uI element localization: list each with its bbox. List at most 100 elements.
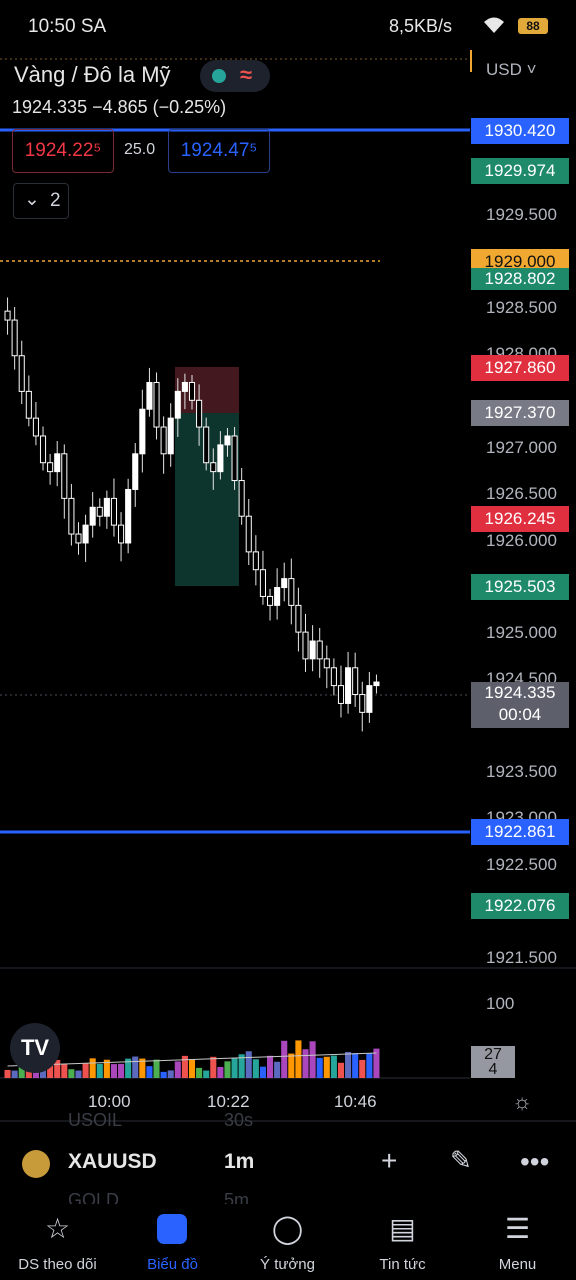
spread-value: 25.0 (124, 141, 156, 158)
settings-gear-icon[interactable]: ☼ (512, 1089, 533, 1114)
market-status-pill[interactable]: ≈ (200, 60, 270, 92)
volume-bar (288, 1053, 295, 1078)
candle-body (153, 381, 160, 428)
candle-body (266, 595, 274, 606)
volume-bar (330, 1055, 337, 1078)
candle-body (323, 658, 330, 669)
candle-body (82, 524, 89, 544)
volume-bar (160, 1071, 167, 1078)
volume-axis-label: 100 (486, 994, 515, 1013)
buy-button[interactable]: 1924.47⁵ (168, 129, 270, 173)
currency-label: USD (486, 60, 522, 79)
timeframe-selector[interactable]: 1m (224, 1150, 255, 1173)
more-icon[interactable]: ••• (520, 1146, 550, 1177)
candle-body (174, 390, 181, 419)
menu-icon: ☰ (504, 1213, 531, 1244)
price-tag: 1925.503 (471, 574, 569, 600)
wifi-icon (482, 15, 506, 40)
volume-ma-line (7, 1052, 377, 1067)
price-change: 1924.335 −4.865 (−0.25%) (12, 97, 227, 117)
volume-bar (295, 1040, 302, 1078)
candle-body (196, 399, 203, 428)
volume-bar (110, 1064, 118, 1078)
candle-body (25, 390, 32, 419)
price-tag-upper-line[interactable]: 1930.420 (471, 118, 569, 144)
nav-watchlist[interactable]: ☆ DS theo dõi (0, 1204, 115, 1280)
candle-body (302, 631, 309, 660)
candle-body (125, 488, 132, 544)
volume-bar (11, 1070, 18, 1078)
currency-selector[interactable]: USD ˅ (486, 60, 537, 80)
axis-label: 1926.500 (486, 484, 557, 503)
price-tag: 1929.974 (471, 158, 569, 184)
nav-news[interactable]: ▤ Tin tức (345, 1204, 460, 1280)
volume-tag: 27 4 (471, 1046, 515, 1078)
volume-bar (231, 1058, 238, 1078)
nav-ideas[interactable]: ◯ Ý tưởng (230, 1204, 345, 1280)
volume-bar (75, 1070, 82, 1078)
nav-label: Tin tức (379, 1256, 426, 1273)
nav-label: Ý tưởng (260, 1256, 315, 1273)
volume-bar (316, 1057, 323, 1078)
current-price-tag: 1924.335 00:04 (471, 682, 569, 728)
time-label: 10:00 (88, 1092, 131, 1111)
candle-body (39, 435, 47, 464)
candle-body (167, 417, 174, 455)
axis-label: 1926.000 (486, 531, 557, 550)
indicator-count: 2 (50, 190, 61, 211)
volume-bar (139, 1058, 146, 1078)
volume-bar (132, 1056, 139, 1078)
sell-button[interactable]: 1924.22⁵ (12, 129, 114, 173)
volume-bar (103, 1059, 110, 1078)
volume-bar (259, 1066, 266, 1078)
candle-body (274, 587, 281, 606)
add-icon[interactable]: + (381, 1145, 398, 1176)
candle-body (210, 462, 217, 473)
status-time: 10:50 SA (28, 16, 107, 37)
gold-symbol-icon (22, 1150, 50, 1178)
volume-bar (68, 1069, 75, 1078)
axis-label: 1929.500 (486, 205, 557, 224)
volume-ma-value: 4 (488, 1061, 498, 1078)
nav-menu[interactable]: ☰ Menu (460, 1204, 575, 1280)
volume-bar (153, 1059, 160, 1078)
indicators-toggle[interactable]: ⌄ 2 (13, 183, 69, 219)
candle-body (345, 667, 352, 704)
volume-bar (61, 1063, 68, 1078)
candle-body (238, 480, 245, 517)
price-tag: 1928.802 (471, 268, 569, 290)
candle-body (252, 551, 259, 571)
delay-wave-icon: ≈ (240, 62, 253, 87)
candle-body (373, 681, 380, 687)
volume-bar (252, 1059, 259, 1078)
nav-label: Menu (498, 1256, 537, 1273)
candle-body (288, 578, 295, 606)
price-chart[interactable] (0, 0, 576, 1124)
candle-body (132, 453, 139, 490)
axis-label: 1923.500 (486, 762, 557, 781)
candle-body (47, 462, 54, 473)
candle-body (231, 435, 238, 482)
symbol-selector[interactable]: XAUUSD (68, 1150, 157, 1173)
volume-bar (345, 1051, 352, 1078)
candle-body (181, 381, 188, 392)
price-tag-lower-line[interactable]: 1922.861 (471, 819, 569, 845)
volume-bar (125, 1058, 132, 1078)
volume-bar (238, 1054, 245, 1078)
candle-body (103, 497, 110, 517)
symbol-title[interactable]: Vàng / Đô la Mỹ (14, 62, 171, 87)
candle-body (295, 604, 302, 633)
nav-chart[interactable]: Biểu đồ (115, 1204, 230, 1280)
axis-label: 1922.500 (486, 855, 557, 874)
candle-body (32, 417, 39, 437)
time-label: 10:46 (334, 1092, 377, 1111)
price-tag: 1927.370 (471, 400, 569, 426)
tradingview-logo[interactable]: TV (10, 1023, 60, 1073)
candle-body (217, 444, 224, 473)
candle-body (352, 667, 359, 696)
candle-body (259, 569, 266, 597)
nav-label: Biểu đồ (147, 1256, 198, 1273)
volume-bar (54, 1059, 61, 1078)
drawing-pen-icon[interactable]: ✎ (450, 1145, 472, 1175)
volume-bar (281, 1040, 288, 1078)
